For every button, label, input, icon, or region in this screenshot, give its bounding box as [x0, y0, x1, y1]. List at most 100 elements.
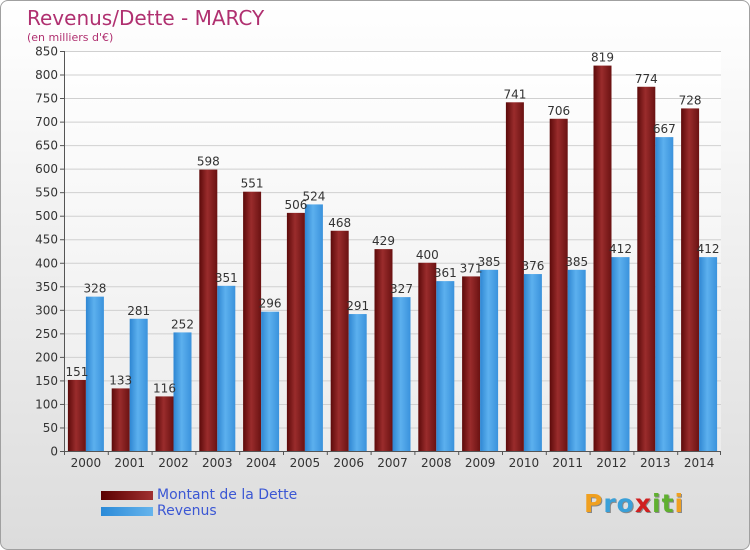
data-label-debt: 598 [197, 155, 220, 169]
data-label-debt: 506 [284, 198, 307, 212]
proxiti-logo: Proxiti [584, 489, 684, 518]
data-label-revenue: 291 [346, 299, 369, 313]
legend-item-debt: Montant de la Dette [101, 487, 297, 503]
bar-debt [593, 65, 612, 452]
bar-revenue [173, 332, 192, 451]
x-tick-label: 2012 [596, 456, 627, 470]
bar-debt [286, 212, 305, 451]
x-tick-label: 2006 [333, 456, 364, 470]
chart-legend: Montant de la Dette Revenus [101, 487, 297, 519]
bar-debt [199, 169, 218, 451]
x-tick-label: 2014 [684, 456, 715, 470]
bar-revenue [348, 314, 367, 451]
y-tick-label: 50 [43, 421, 58, 435]
bar-revenue [436, 281, 455, 451]
data-label-debt: 728 [679, 93, 702, 107]
y-tick-label: 100 [35, 397, 58, 411]
data-label-debt: 400 [416, 248, 439, 262]
bar-debt [330, 230, 349, 451]
bar-revenue [129, 318, 148, 451]
bar-revenue [699, 257, 718, 451]
x-tick-label: 2007 [377, 456, 408, 470]
data-label-debt: 468 [328, 216, 351, 230]
legend-item-revenue: Revenus [101, 503, 297, 519]
data-label-debt: 774 [635, 72, 658, 86]
x-tick-label: 2008 [421, 456, 452, 470]
bar-revenue [217, 285, 236, 451]
data-label-revenue: 412 [697, 242, 720, 256]
bar-revenue [567, 269, 586, 451]
legend-label-revenue: Revenus [157, 503, 217, 519]
data-label-revenue: 524 [302, 189, 325, 203]
bar-revenue [261, 311, 280, 451]
y-tick-label: 700 [35, 115, 58, 129]
y-tick-label: 500 [35, 209, 58, 223]
data-label-revenue: 327 [390, 282, 413, 296]
x-tick-label: 2000 [71, 456, 102, 470]
x-tick-label: 2002 [158, 456, 189, 470]
bar-debt [681, 108, 700, 451]
bar-revenue [655, 137, 674, 451]
logo-letter: P [584, 489, 604, 518]
y-tick-label: 800 [35, 68, 58, 82]
data-label-debt: 819 [591, 51, 614, 65]
logo-letter: t [661, 489, 675, 518]
bar-debt [505, 102, 524, 451]
data-label-revenue: 252 [171, 317, 194, 331]
bar-revenue [304, 204, 323, 451]
y-tick-label: 250 [35, 327, 58, 341]
bar-revenue [85, 296, 104, 451]
data-label-debt: 741 [503, 87, 526, 101]
y-tick-label: 350 [35, 280, 58, 294]
data-label-revenue: 296 [259, 297, 282, 311]
data-label-debt: 151 [65, 365, 88, 379]
chart-title: Revenus/Dette - MARCY [27, 6, 265, 30]
bar-debt [418, 262, 437, 451]
data-label-revenue: 328 [83, 282, 106, 296]
x-tick-label: 2003 [202, 456, 233, 470]
x-tick-label: 2010 [509, 456, 540, 470]
y-tick-label: 400 [35, 256, 58, 270]
data-label-debt: 133 [109, 373, 132, 387]
data-label-revenue: 351 [215, 271, 238, 285]
logo-letter: i [652, 489, 662, 518]
data-label-debt: 706 [547, 104, 570, 118]
bar-debt [111, 388, 130, 451]
chart-subtitle: (en milliers d'€) [27, 31, 114, 44]
bar-debt [155, 396, 174, 451]
y-tick-label: 450 [35, 233, 58, 247]
bar-debt [462, 276, 481, 451]
y-tick-label: 650 [35, 139, 58, 153]
data-label-revenue: 667 [653, 122, 676, 136]
data-label-debt: 116 [153, 381, 176, 395]
bar-revenue [611, 257, 630, 451]
data-label-revenue: 385 [565, 255, 588, 269]
data-label-revenue: 281 [127, 304, 150, 318]
legend-swatch-debt [101, 490, 153, 500]
bar-debt [549, 118, 568, 451]
y-tick-label: 150 [35, 374, 58, 388]
y-tick-label: 750 [35, 92, 58, 106]
x-tick-label: 2005 [290, 456, 321, 470]
y-tick-label: 200 [35, 350, 58, 364]
data-label-revenue: 361 [434, 266, 457, 280]
y-tick-label: 0 [50, 445, 58, 459]
data-label-revenue: 412 [609, 242, 632, 256]
bar-debt [374, 249, 393, 451]
bar-debt [637, 86, 656, 451]
bar-debt [67, 379, 86, 451]
x-tick-label: 2004 [246, 456, 277, 470]
logo-letter: r [603, 489, 617, 518]
x-tick-label: 2013 [640, 456, 671, 470]
bar-revenue [392, 297, 411, 451]
bar-revenue [480, 269, 499, 451]
y-tick-label: 850 [35, 45, 58, 59]
data-label-debt: 429 [372, 234, 395, 248]
bar-debt [243, 191, 262, 452]
logo-letter: x [634, 489, 652, 518]
y-tick-label: 600 [35, 162, 58, 176]
legend-label-debt: Montant de la Dette [157, 487, 298, 503]
data-label-revenue: 376 [521, 259, 544, 273]
